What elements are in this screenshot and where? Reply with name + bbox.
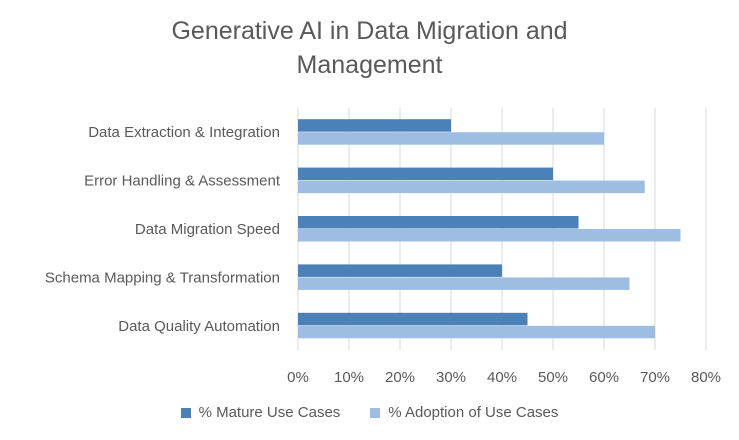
bar-mature: [298, 167, 553, 181]
legend-item-adoption: % Adoption of Use Cases: [370, 404, 558, 421]
bar-mature: [298, 312, 528, 326]
bar-adoption: [298, 277, 630, 290]
category-label: Data Migration Speed: [135, 221, 280, 238]
legend-item-mature: % Mature Use Cases: [180, 404, 341, 421]
x-tick-label: 80%: [691, 369, 721, 386]
x-tick-label: 0%: [287, 369, 309, 386]
legend-label-mature: % Mature Use Cases: [198, 404, 341, 421]
category-label: Schema Mapping & Transformation: [45, 269, 280, 286]
x-tick-label: 10%: [334, 369, 364, 386]
chart-title: Generative AI in Data Migration and Mana…: [0, 14, 739, 82]
legend-label-adoption: % Adoption of Use Cases: [388, 404, 559, 421]
category-label: Data Quality Automation: [118, 318, 280, 335]
legend-swatch-mature: [180, 407, 191, 418]
x-tick-label: 60%: [589, 369, 619, 386]
x-tick-label: 70%: [640, 369, 670, 386]
bar-mature: [298, 264, 502, 277]
chart-title-line-1: Generative AI in Data Migration and: [171, 17, 568, 45]
x-tick-label: 50%: [538, 369, 568, 386]
category-label: Error Handling & Assessment: [84, 173, 281, 190]
bar-adoption: [298, 325, 655, 339]
category-label: Data Extraction & Integration: [88, 124, 280, 141]
bar-adoption: [298, 180, 645, 194]
bar-mature: [298, 119, 451, 132]
x-tick-label: 30%: [436, 369, 466, 386]
chart-title-line-2: Management: [296, 51, 443, 79]
x-tick-label: 40%: [487, 369, 517, 386]
legend: % Mature Use Cases % Adoption of Use Cas…: [0, 404, 739, 421]
legend-swatch-adoption: [370, 407, 381, 418]
bar-adoption: [298, 229, 681, 242]
bar-adoption: [298, 132, 604, 145]
x-tick-label: 20%: [385, 369, 415, 386]
bar-mature: [298, 216, 579, 229]
